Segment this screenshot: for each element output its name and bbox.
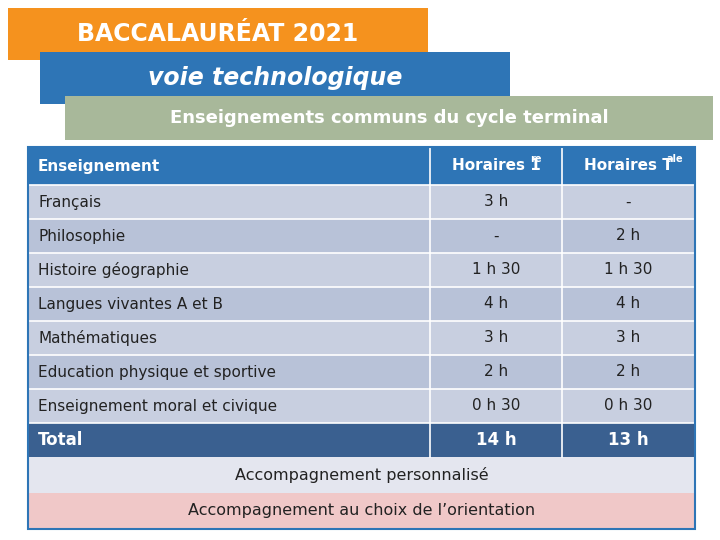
Bar xyxy=(28,355,695,389)
Text: Education physique et sportive: Education physique et sportive xyxy=(38,364,276,380)
Bar xyxy=(28,219,695,253)
Text: re: re xyxy=(530,154,541,164)
Bar xyxy=(28,185,695,219)
Text: 4 h: 4 h xyxy=(616,296,641,312)
Text: Mathématiques: Mathématiques xyxy=(38,330,157,346)
Text: -: - xyxy=(493,228,499,244)
Text: 2 h: 2 h xyxy=(616,228,641,244)
Text: Enseignements communs du cycle terminal: Enseignements communs du cycle terminal xyxy=(170,109,608,127)
Bar xyxy=(28,287,695,321)
Bar xyxy=(28,457,695,493)
Text: voie technologique: voie technologique xyxy=(148,66,402,90)
Text: Horaires 1: Horaires 1 xyxy=(451,159,541,173)
Text: 4 h: 4 h xyxy=(484,296,508,312)
Text: 0 h 30: 0 h 30 xyxy=(472,399,520,414)
Text: Français: Français xyxy=(38,194,101,210)
Text: Horaires T: Horaires T xyxy=(584,159,673,173)
Text: 2 h: 2 h xyxy=(616,364,641,380)
Bar xyxy=(8,8,428,60)
Text: 0 h 30: 0 h 30 xyxy=(604,399,653,414)
Bar xyxy=(28,321,695,355)
Text: Accompagnement au choix de l’orientation: Accompagnement au choix de l’orientation xyxy=(188,503,535,518)
Text: 1 h 30: 1 h 30 xyxy=(604,262,653,278)
Text: 2 h: 2 h xyxy=(484,364,508,380)
Text: Enseignement: Enseignement xyxy=(38,159,161,173)
Bar xyxy=(28,147,695,185)
Bar xyxy=(65,96,713,140)
Bar xyxy=(28,253,695,287)
Text: Enseignement moral et civique: Enseignement moral et civique xyxy=(38,399,277,414)
Bar xyxy=(28,389,695,423)
Text: 13 h: 13 h xyxy=(608,431,649,449)
Bar xyxy=(28,493,695,529)
Text: 3 h: 3 h xyxy=(616,330,641,346)
Text: -: - xyxy=(626,194,631,210)
Text: Total: Total xyxy=(38,431,84,449)
Text: Langues vivantes A et B: Langues vivantes A et B xyxy=(38,296,223,312)
Text: Philosophie: Philosophie xyxy=(38,228,125,244)
Bar xyxy=(40,52,510,104)
Text: Accompagnement personnalisé: Accompagnement personnalisé xyxy=(235,467,488,483)
Text: Histoire géographie: Histoire géographie xyxy=(38,262,189,278)
Text: 14 h: 14 h xyxy=(476,431,516,449)
Text: 1 h 30: 1 h 30 xyxy=(472,262,520,278)
Text: 3 h: 3 h xyxy=(484,330,508,346)
Text: ale: ale xyxy=(667,154,683,164)
Text: BACCALAURÉAT 2021: BACCALAURÉAT 2021 xyxy=(77,22,359,46)
Bar xyxy=(28,147,695,529)
Bar xyxy=(28,423,695,457)
Text: 3 h: 3 h xyxy=(484,194,508,210)
